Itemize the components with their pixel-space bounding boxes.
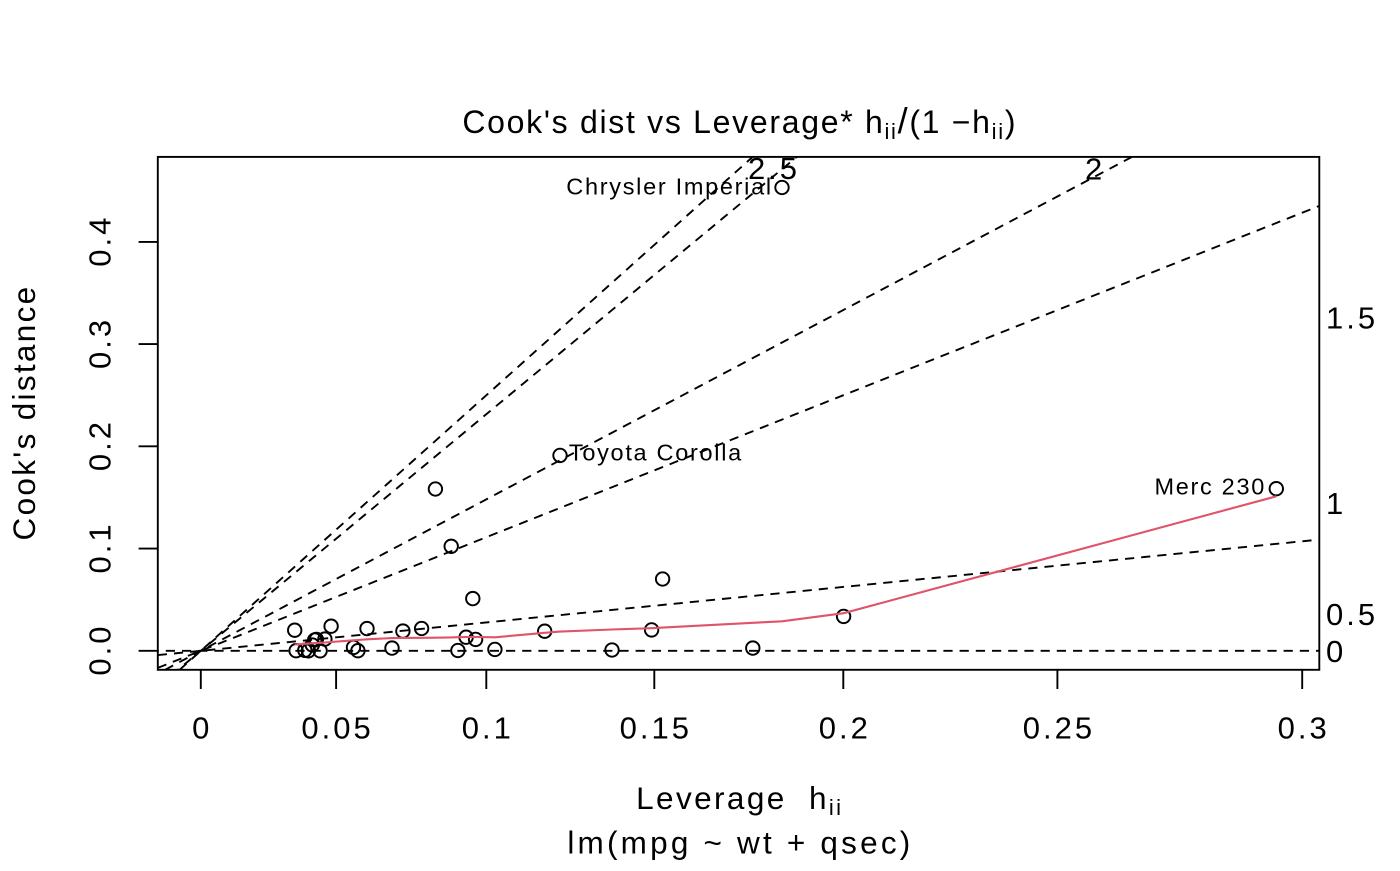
svg-text:1: 1 [1326,486,1346,521]
svg-text:lm(mpg ~ wt + qsec): lm(mpg ~ wt + qsec) [567,825,913,861]
svg-text:0.05: 0.05 [301,711,373,746]
svg-text:2.5: 2.5 [748,151,800,186]
svg-text:0.1: 0.1 [83,521,118,573]
svg-text:Merc 230: Merc 230 [1154,473,1266,499]
svg-text:0.1: 0.1 [462,711,514,746]
svg-text:Chrysler Imperial: Chrysler Imperial [566,173,773,199]
svg-text:Cook's dist vs Leverage* hii/(: Cook's dist vs Leverage* hii/(1 −hii) [462,100,1017,144]
svg-text:0.3: 0.3 [1278,711,1330,746]
svg-text:0.0: 0.0 [83,624,118,676]
svg-text:1.5: 1.5 [1326,300,1378,335]
svg-text:0.25: 0.25 [1023,711,1095,746]
svg-text:Cook's distance: Cook's distance [6,285,42,541]
svg-text:Leverage hii: Leverage hii [636,780,843,820]
svg-text:0.4: 0.4 [83,215,118,267]
svg-text:0.2: 0.2 [819,711,871,746]
svg-text:0: 0 [1326,634,1346,669]
svg-text:0: 0 [192,711,212,746]
svg-text:0.2: 0.2 [83,419,118,471]
svg-text:Toyota Corolla: Toyota Corolla [569,440,743,466]
svg-text:0.15: 0.15 [620,711,692,746]
svg-text:0.5: 0.5 [1326,597,1378,632]
svg-text:0.3: 0.3 [83,317,118,369]
svg-text:2: 2 [1085,151,1105,186]
